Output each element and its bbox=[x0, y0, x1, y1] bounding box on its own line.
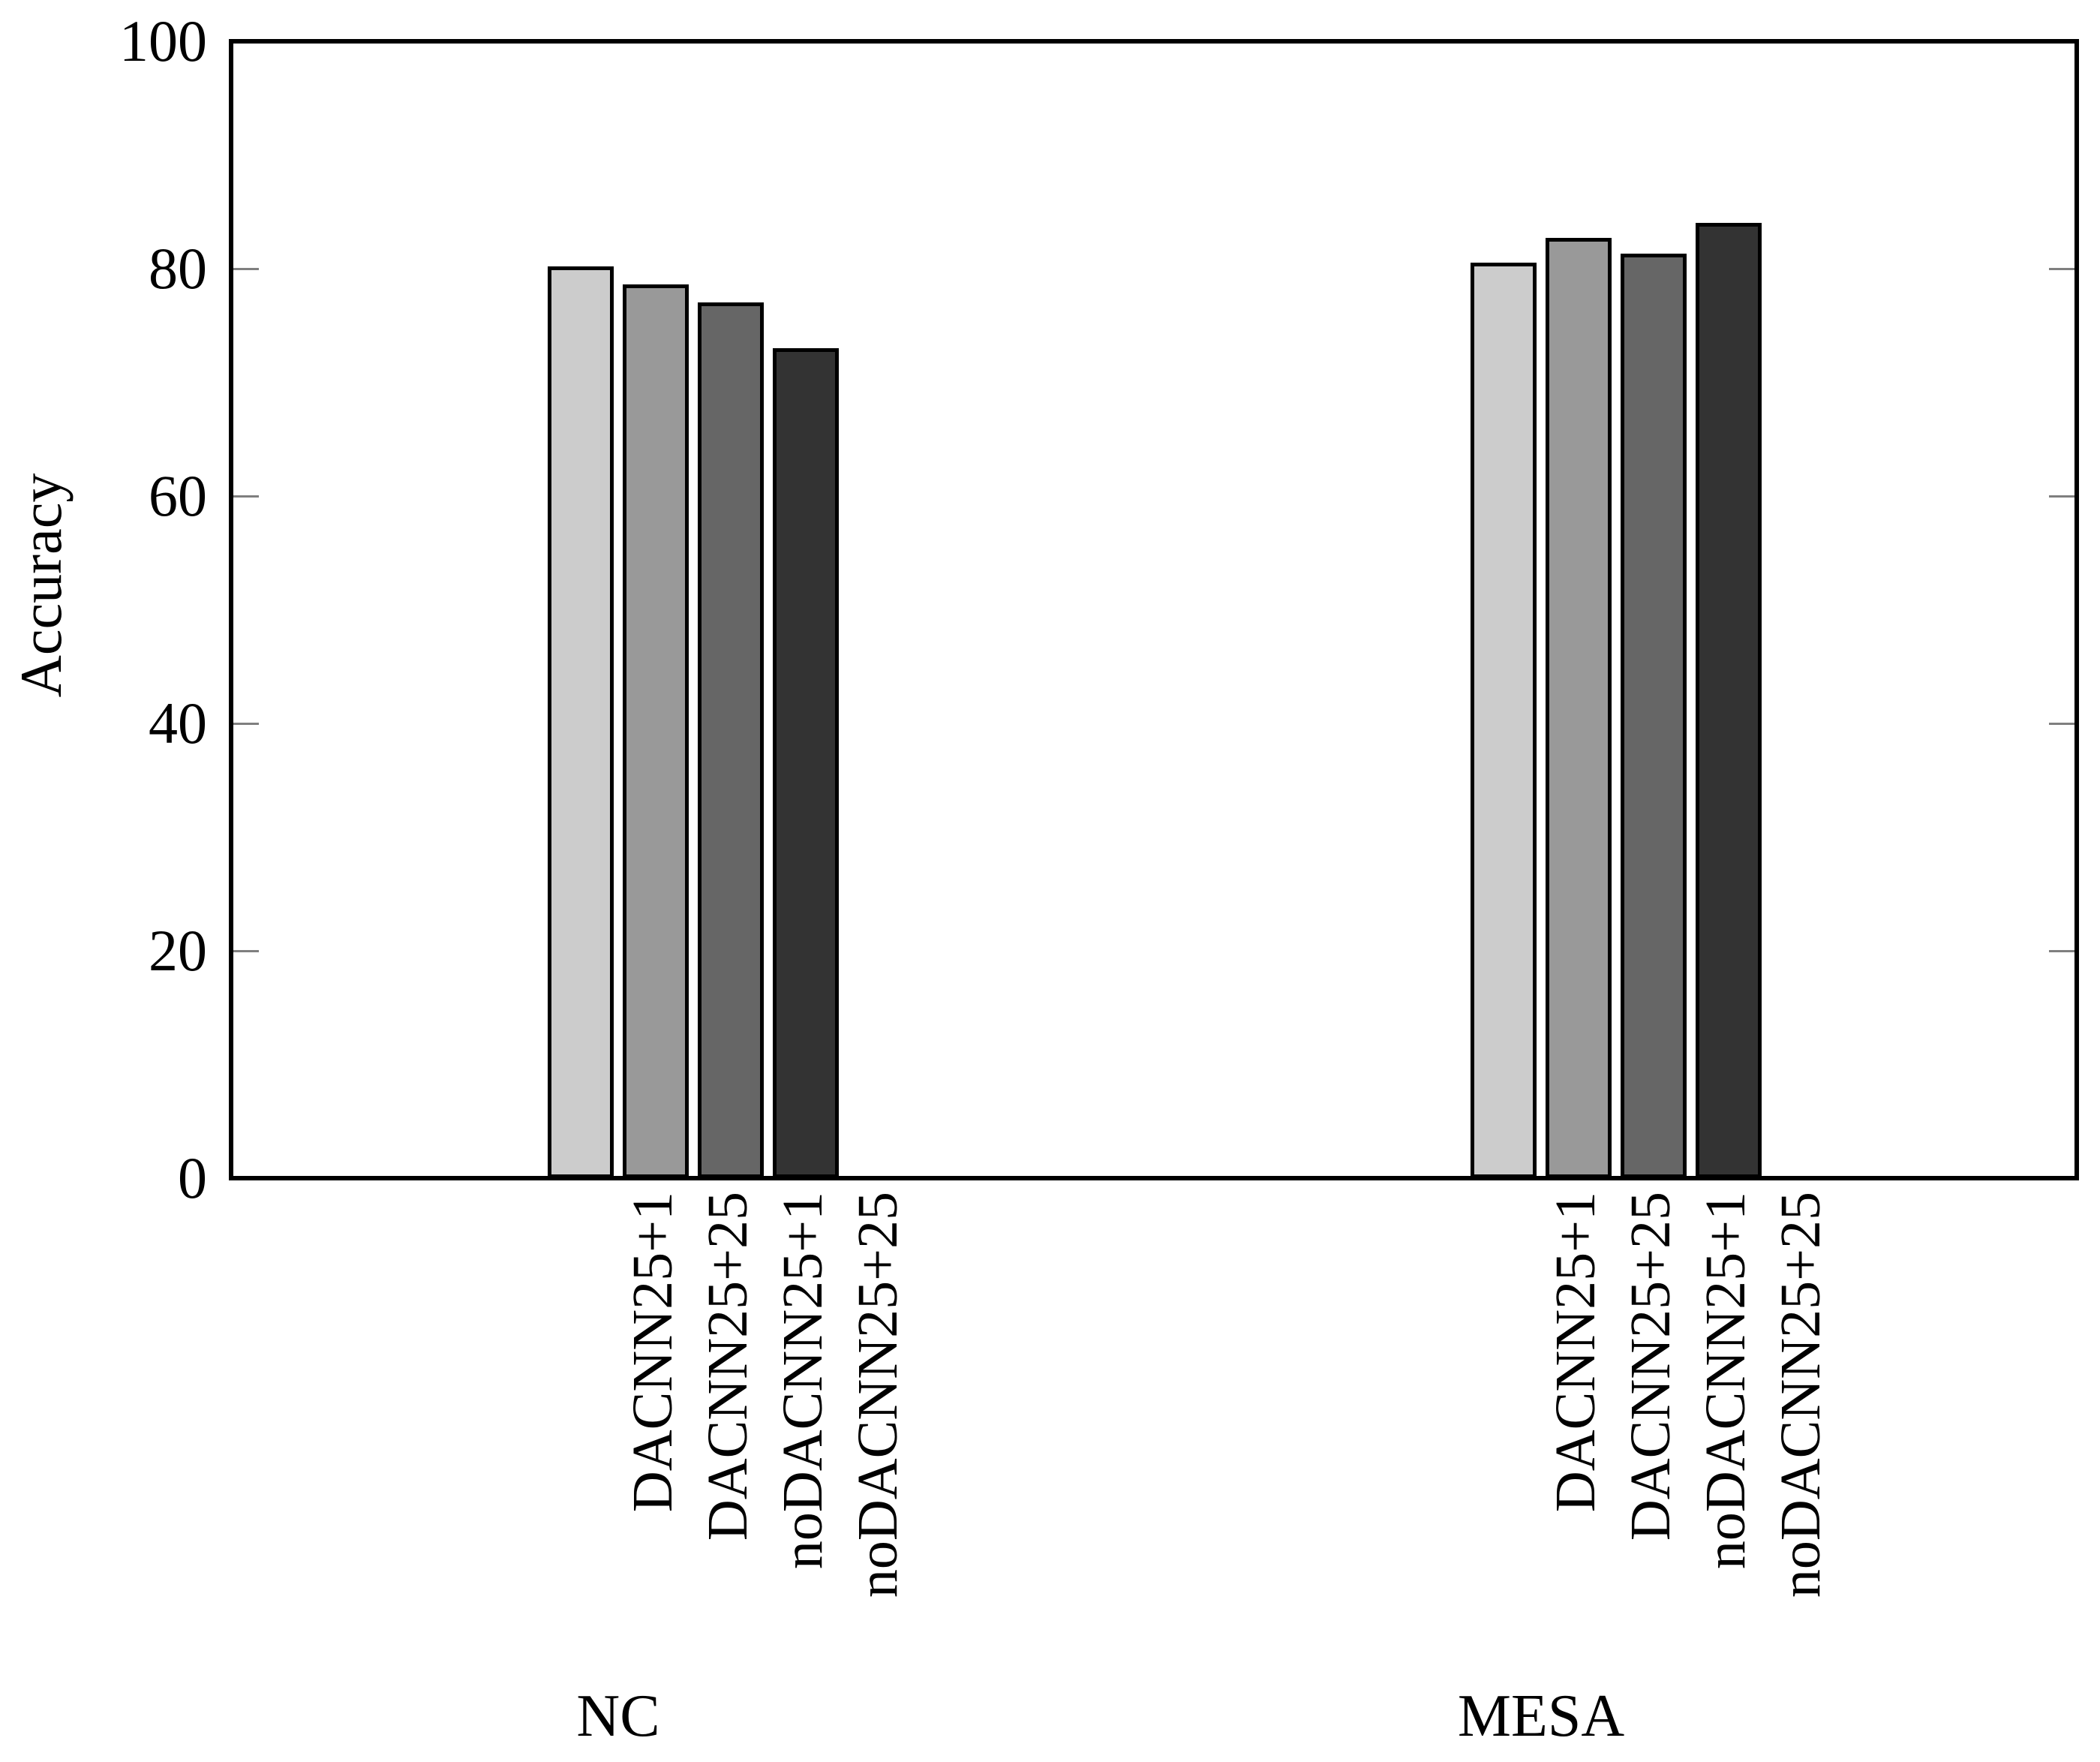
bar-mesa-nodacnn25-25 bbox=[1696, 223, 1762, 1178]
x-group-label-mesa: MESA bbox=[1457, 1683, 1625, 1749]
x-tick-label-mesa-nodacnn25-25: noDACNN25+25 bbox=[1769, 1192, 1832, 1598]
x-tick-label-mesa-dacnn25-25: DACNN25+25 bbox=[1619, 1192, 1682, 1541]
y-tick-mark-right-20 bbox=[2049, 950, 2074, 952]
y-tick-label-40: 40 bbox=[149, 690, 207, 756]
y-tick-label-80: 80 bbox=[149, 236, 207, 301]
bar-mesa-dacnn25-1 bbox=[1471, 263, 1537, 1178]
x-tick-label-nc-dacnn25-25: DACNN25+25 bbox=[696, 1192, 759, 1541]
bar-mesa-nodacnn25-1 bbox=[1621, 254, 1687, 1178]
y-tick-label-60: 60 bbox=[149, 463, 207, 528]
x-tick-label-nc-nodacnn25-25: noDACNN25+25 bbox=[846, 1192, 909, 1598]
bar-mesa-dacnn25-25 bbox=[1546, 238, 1612, 1178]
y-tick-mark-left-20 bbox=[233, 950, 259, 952]
x-group-label-nc: NC bbox=[576, 1683, 660, 1749]
bar-nc-nodacnn25-1 bbox=[698, 302, 764, 1178]
x-tick-label-mesa-dacnn25-1: DACNN25+1 bbox=[1544, 1192, 1607, 1513]
y-tick-mark-right-60 bbox=[2049, 495, 2074, 498]
y-axis-label: Accuracy bbox=[8, 473, 74, 698]
bar-nc-dacnn25-25 bbox=[623, 284, 689, 1178]
y-tick-mark-left-40 bbox=[233, 723, 259, 725]
y-tick-label-100: 100 bbox=[119, 8, 207, 74]
y-tick-mark-right-40 bbox=[2049, 723, 2074, 725]
x-tick-label-nc-dacnn25-1: DACNN25+1 bbox=[621, 1192, 684, 1513]
bar-nc-nodacnn25-25 bbox=[773, 348, 839, 1178]
x-tick-label-mesa-nodacnn25-1: noDACNN25+1 bbox=[1694, 1192, 1757, 1570]
y-tick-label-0: 0 bbox=[178, 1145, 207, 1210]
y-tick-mark-right-80 bbox=[2049, 268, 2074, 270]
y-tick-label-20: 20 bbox=[149, 918, 207, 983]
plot-area bbox=[229, 39, 2079, 1180]
x-tick-label-nc-nodacnn25-1: noDACNN25+1 bbox=[771, 1192, 834, 1570]
y-tick-mark-left-80 bbox=[233, 268, 259, 270]
y-tick-mark-left-60 bbox=[233, 495, 259, 498]
bar-nc-dacnn25-1 bbox=[548, 266, 614, 1178]
